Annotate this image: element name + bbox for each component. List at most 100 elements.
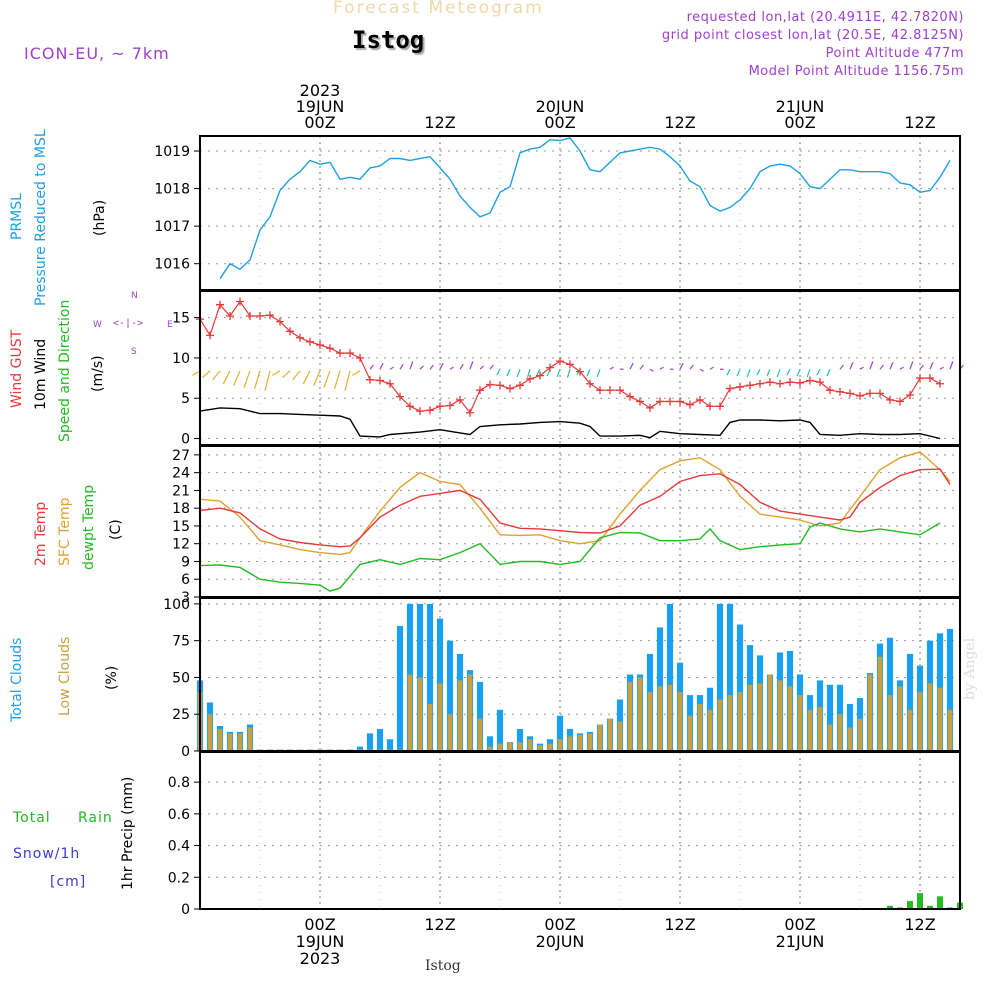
panel-frame <box>199 135 961 291</box>
wind-direction-arrow <box>909 361 914 370</box>
wind-gust-marker <box>846 389 854 398</box>
wind-direction-arrow <box>826 368 831 377</box>
y-tick-label: 5 <box>181 391 190 407</box>
wind-direction-arrow <box>709 366 714 370</box>
time-label-top: 00Z <box>544 113 575 132</box>
y-tick-label: 0 <box>181 744 190 760</box>
wind-direction-arrow <box>389 366 394 370</box>
total-clouds-bar <box>486 736 494 751</box>
y-tick-label: 18 <box>172 501 190 517</box>
low-clouds-bar <box>807 709 813 751</box>
prmsl-label: PRMSL <box>9 193 25 240</box>
wind-direction-arrow <box>516 369 521 378</box>
wind-gust-marker <box>876 389 884 398</box>
wind-gust-marker <box>456 395 464 404</box>
wind-gust-marker <box>506 384 514 393</box>
wind-gust-marker <box>616 386 624 395</box>
y-tick-label: 21 <box>172 483 190 499</box>
wind-gust-marker <box>866 389 874 398</box>
wind-gust-marker <box>546 363 554 372</box>
low-clouds-bar <box>487 746 493 751</box>
y-tick-label: 0 <box>181 432 190 448</box>
time-label-top: 20JUN <box>536 97 585 116</box>
wind-direction-arrow <box>479 365 484 370</box>
wind-direction-arrow <box>409 361 414 370</box>
wind-gust-marker <box>776 379 784 388</box>
wind-direction-arrow <box>849 362 854 370</box>
wind-gust-marker <box>486 380 494 389</box>
wind-direction-arrow <box>796 368 801 377</box>
time-label-bottom: 20JUN <box>536 932 585 951</box>
time-label-bottom: 19JUN <box>296 932 345 951</box>
low-clouds-bar <box>617 721 623 751</box>
wind-direction-arrow <box>264 370 271 391</box>
low-clouds-bar <box>837 714 843 751</box>
rain-bar <box>937 896 943 909</box>
low-clouds-bar <box>677 692 683 751</box>
temp2m-line <box>199 468 951 548</box>
wind-gust-marker <box>256 311 264 320</box>
time-label-bottom: 12Z <box>904 915 935 934</box>
low-clouds-bar <box>457 680 463 751</box>
low-clouds-bar <box>537 745 543 751</box>
wind-gust-marker <box>266 311 274 320</box>
wind-gust-marker <box>446 401 454 410</box>
time-label-bottom: 2023 <box>300 949 341 968</box>
wind-direction-arrow <box>272 370 281 376</box>
wind-direction-arrow <box>243 370 251 388</box>
precip-total-label: Total <box>13 810 51 826</box>
wind-gust-marker <box>356 353 364 362</box>
wind-gust-marker <box>716 402 724 411</box>
low-clouds-bar <box>687 715 693 751</box>
low-clouds-bar <box>857 718 863 751</box>
wind-gust-marker <box>936 379 944 388</box>
low-clouds-bar <box>867 674 873 751</box>
wind-gust-marker <box>296 333 304 342</box>
wind-direction-arrow <box>746 369 751 378</box>
wind-gust-marker <box>686 400 694 409</box>
wind-gust-marker <box>396 392 404 401</box>
wind-direction-arrow <box>526 369 531 378</box>
y-tick-label: 1016 <box>154 257 190 273</box>
wind-gust-marker <box>636 397 644 406</box>
low-clouds-bar <box>657 686 663 751</box>
low-clouds-bar <box>527 739 533 751</box>
wind-direction-arrow <box>766 368 771 377</box>
wind-direction-arrow <box>459 363 464 370</box>
wind-direction-arrow <box>233 370 241 386</box>
wind-gust-marker <box>276 317 284 326</box>
low-clouds-bar <box>427 703 433 751</box>
wind-direction-arrow <box>839 364 844 370</box>
low-clouds-bar <box>447 714 453 751</box>
wind-gust-marker <box>336 349 344 358</box>
y-tick-label: 0.8 <box>168 775 190 791</box>
y-tick-label: 0 <box>181 902 190 918</box>
wind-direction-arrow <box>609 366 614 370</box>
wind-unit-label: (m/s) <box>90 355 106 392</box>
wind-direction-arrow <box>806 369 811 378</box>
y-tick-label: 0.6 <box>168 807 190 823</box>
wind-direction-arrow <box>352 370 361 376</box>
wind-direction-arrow <box>639 364 644 370</box>
low-clouds-bar <box>757 683 763 751</box>
rain-bar <box>907 901 913 909</box>
low-clouds-bar <box>817 706 823 751</box>
low-clouds-bar <box>237 733 243 751</box>
total-clouds-bar <box>556 715 564 751</box>
low-clouds-bar <box>917 692 923 751</box>
wind-gust-marker <box>466 408 474 417</box>
total-clouds-bar <box>376 728 384 751</box>
y-tick-label: 27 <box>172 448 190 464</box>
wind-gust-marker <box>886 395 894 404</box>
total-clouds-bar <box>726 603 734 751</box>
wind-direction-arrow <box>344 370 351 391</box>
time-label-bottom: 00Z <box>544 915 575 934</box>
wind-direction-arrow <box>756 368 761 376</box>
wind-gust-marker <box>246 311 254 320</box>
low-clouds-bar <box>507 742 513 751</box>
ten-m-wind-label: 10m Wind <box>33 338 49 410</box>
wind-direction-arrow <box>536 368 541 376</box>
wind-gust-marker <box>906 391 914 400</box>
text-layer: 1016101710181019051015369121518212427025… <box>154 81 935 968</box>
low-clouds-bar <box>947 709 953 751</box>
